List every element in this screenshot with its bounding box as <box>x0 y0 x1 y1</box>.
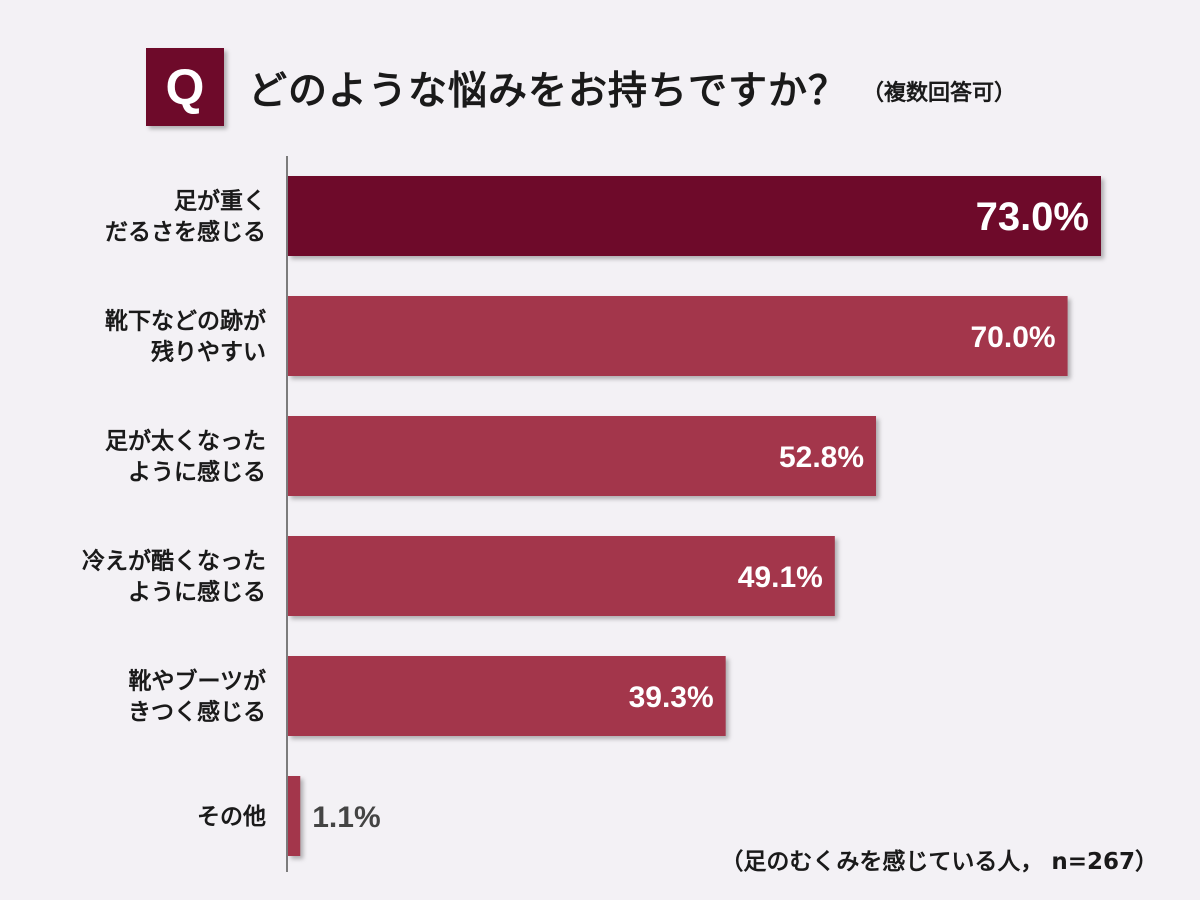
value-label-1: 70.0% <box>971 321 1056 354</box>
question-title: どのような悩みをお持ちですか？ （複数回答可） <box>248 60 1016 116</box>
bar-3 <box>288 536 835 616</box>
category-label-line: その他 <box>197 804 266 830</box>
category-label-line: 靴やブーツが <box>128 668 266 695</box>
category-label-line: ように感じる <box>128 459 266 486</box>
category-label-line: 靴下などの跡が <box>105 308 266 335</box>
value-label-4: 39.3% <box>629 681 714 714</box>
question-text: どのような悩みをお持ちですか？ <box>248 69 849 114</box>
bar-5 <box>288 776 301 856</box>
bar-0 <box>288 176 1101 256</box>
value-label-5: 1.1% <box>312 801 380 834</box>
category-label-3: 冷えが酷くなったように感じる <box>82 548 266 606</box>
category-label-2: 足が太くなったように感じる <box>105 428 266 486</box>
category-label-1: 靴下などの跡が残りやすい <box>105 308 266 366</box>
question-note: （複数回答可） <box>862 81 1017 106</box>
category-label-line: きつく感じる <box>128 699 266 726</box>
bar-series <box>288 176 1101 856</box>
bar-2 <box>288 416 877 496</box>
category-label-0: 足が重くだるさを感じる <box>105 188 266 246</box>
category-label-line: ように感じる <box>128 579 266 606</box>
category-label-line: 足が太くなった <box>105 428 266 455</box>
category-label-4: 靴やブーツがきつく感じる <box>128 668 266 726</box>
value-label-2: 52.8% <box>779 441 864 474</box>
category-label-line: 残りやすい <box>151 339 266 366</box>
category-label-line: だるさを感じる <box>105 219 266 246</box>
category-label-line: 足が重く <box>174 188 266 215</box>
category-label-5: その他 <box>197 804 266 830</box>
value-label-0: 73.0% <box>976 195 1089 239</box>
category-labels: 足が重くだるさを感じる靴下などの跡が残りやすい足が太くなったように感じる冷えが酷… <box>82 188 266 831</box>
bar-1 <box>288 296 1068 376</box>
category-label-line: 冷えが酷くなった <box>82 548 266 575</box>
bar-4 <box>288 656 726 736</box>
sample-footnote: （足のむくみを感じている人， n=267） <box>720 849 1158 875</box>
value-label-3: 49.1% <box>738 561 823 594</box>
question-badge: Q <box>146 48 224 126</box>
value-labels: 73.0% 70.0% 52.8% 49.1% 39.3% 1.1% <box>312 195 1089 834</box>
